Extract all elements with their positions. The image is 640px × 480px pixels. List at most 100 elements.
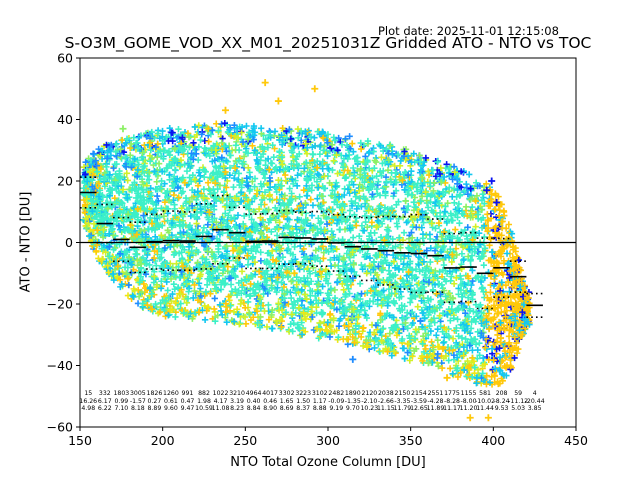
scatter-point (315, 281, 322, 288)
scatter-point (402, 156, 409, 164)
scatter-point (155, 160, 163, 167)
scatter-point (144, 251, 151, 259)
scatter-point (341, 226, 349, 233)
scatter-point (462, 335, 469, 343)
scatter-point (330, 157, 337, 164)
scatter-point (291, 243, 298, 251)
scatter-point (270, 154, 277, 161)
scatter-point (346, 190, 353, 197)
scatter-point (119, 257, 126, 264)
scatter-point (282, 177, 290, 184)
scatter-point (130, 255, 138, 263)
scatter-point (456, 220, 463, 227)
scatter-point (427, 296, 435, 303)
scatter-point (125, 281, 133, 289)
scatter-point (331, 286, 338, 294)
scatter-point (157, 285, 165, 292)
scatter-point (200, 264, 207, 271)
scatter-point (418, 193, 426, 200)
scatter-point (168, 231, 176, 239)
scatter-point (309, 202, 317, 209)
scatter-point (97, 176, 104, 183)
scatter-point (370, 258, 378, 266)
scatter-point (309, 151, 317, 158)
scatter-point (315, 184, 322, 191)
scatter-point (312, 269, 319, 276)
scatter-point (238, 268, 246, 275)
scatter-point (237, 300, 244, 308)
scatter-point (368, 219, 376, 226)
scatter-point (205, 138, 212, 145)
scatter-point (505, 333, 513, 340)
scatter-point (479, 284, 486, 291)
scatter-point (96, 187, 104, 194)
scatter-point (216, 301, 224, 308)
scatter-point (211, 295, 218, 302)
scatter-point (313, 178, 321, 185)
scatter-point (469, 228, 476, 235)
scatter-point (257, 273, 265, 281)
scatter-point (498, 269, 505, 276)
scatter-point (380, 209, 387, 216)
scatter-point (412, 242, 419, 249)
scatter-point (480, 262, 488, 269)
scatter-point (316, 258, 324, 265)
scatter-point (95, 180, 102, 187)
scatter-point (389, 235, 396, 243)
scatter-point (210, 169, 217, 176)
scatter-point (187, 310, 194, 317)
scatter-point (187, 212, 195, 220)
scatter-point (358, 237, 365, 245)
scatter-point (480, 288, 487, 295)
scatter-point (249, 253, 257, 261)
scatter-point (271, 145, 278, 152)
scatter-point (135, 161, 142, 168)
scatter-point (349, 234, 357, 241)
scatter-point (269, 256, 277, 263)
scatter-point (458, 250, 466, 257)
scatter-point (449, 193, 456, 200)
scatter-point (366, 254, 374, 262)
scatter-point (377, 291, 384, 299)
scatter-point (338, 141, 346, 148)
scatter-point (406, 357, 413, 364)
scatter-point (245, 164, 252, 171)
scatter-point (331, 158, 338, 165)
scatter-point (387, 215, 394, 223)
scatter-point (391, 264, 399, 272)
scatter-point (371, 229, 378, 237)
scatter-point (246, 169, 253, 176)
scatter-point (349, 140, 356, 147)
scatter-point (171, 286, 179, 293)
scatter-point (454, 316, 461, 323)
scatter-point (125, 274, 133, 281)
scatter-point (289, 328, 296, 335)
scatter-point (320, 255, 327, 262)
scatter-point (174, 284, 182, 291)
scatter-point (378, 220, 386, 227)
scatter-point (288, 190, 295, 197)
scatter-point (391, 162, 398, 170)
scatter-point (498, 243, 506, 251)
scatter-point (408, 229, 415, 236)
scatter-point (495, 193, 502, 200)
chart-title: S-O3M_GOME_VOD_XX_M01_20251031Z Gridded … (64, 34, 592, 52)
scatter-point (479, 190, 486, 198)
scatter-point (463, 184, 471, 191)
scatter-point (347, 145, 354, 152)
scatter-point (245, 310, 253, 317)
scatter-point (336, 226, 343, 233)
scatter-point (505, 221, 513, 228)
scatter-point (490, 254, 498, 261)
scatter-point (484, 211, 491, 218)
scatter-point (295, 134, 302, 142)
scatter-point (428, 338, 435, 346)
scatter-point (197, 172, 204, 179)
scatter-point (289, 225, 296, 232)
scatter-point (248, 247, 255, 255)
scatter-point (199, 307, 206, 314)
scatter-point (370, 148, 377, 155)
scatter-point (90, 220, 98, 227)
scatter-point (481, 233, 488, 241)
